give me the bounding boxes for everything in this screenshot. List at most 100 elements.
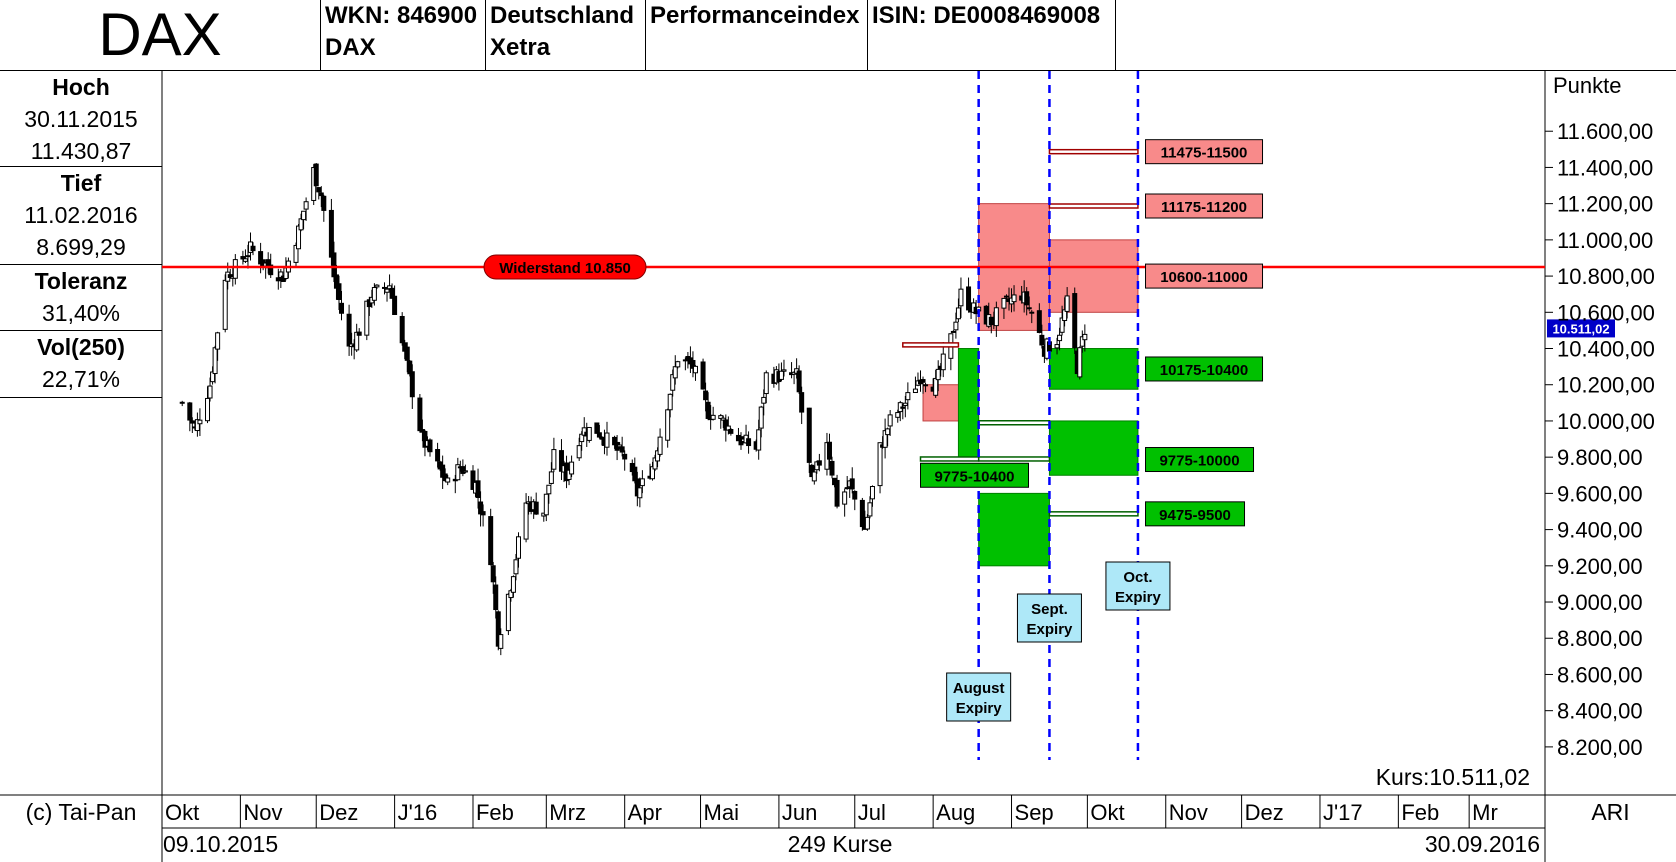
hoch-date: 30.11.2015 — [24, 106, 138, 132]
zone-label-box — [1145, 193, 1264, 219]
x-tick-label: Sep — [1015, 800, 1054, 825]
zone-label-box — [1145, 447, 1255, 473]
candle-body — [215, 332, 221, 350]
candle-body — [816, 460, 822, 466]
candle-body — [905, 392, 911, 401]
candle-body — [933, 377, 939, 396]
candle-body — [558, 450, 564, 472]
hoch-label: Hoch — [52, 74, 110, 100]
candle-body — [619, 446, 625, 453]
candle-body — [364, 300, 370, 336]
x-tick-label: Feb — [476, 800, 514, 825]
candle-body — [495, 611, 501, 647]
candle-body — [303, 201, 309, 210]
wkn-label: WKN: 846900 — [325, 2, 478, 29]
page-title: DAX — [98, 1, 222, 68]
candle-body — [346, 313, 352, 347]
candle-body — [543, 493, 549, 516]
candle-body — [1077, 347, 1083, 378]
isin-cell: ISIN: DE0008469008 — [867, 0, 1116, 70]
candle-body — [912, 388, 918, 394]
zone-label: 10175-10400 — [1160, 362, 1248, 379]
candle-body — [498, 634, 504, 649]
candle-body — [617, 444, 623, 448]
candle-body — [268, 264, 274, 276]
x-tick-label: Jul — [858, 800, 886, 825]
candle-body — [478, 501, 484, 515]
candle-body — [895, 412, 901, 418]
x-tick-label: J'16 — [398, 800, 438, 825]
candle-body — [313, 163, 319, 187]
x-tick-label: Mr — [1472, 800, 1498, 825]
candle-body — [746, 438, 752, 447]
hoch-box: Hoch 30.11.2015 11.430,87 — [0, 71, 162, 167]
tief-label: Tief — [60, 170, 102, 196]
red-level-line — [1048, 148, 1139, 155]
candle-body — [331, 252, 337, 278]
y-axis-title: Punkte — [1553, 73, 1622, 98]
candle-body — [596, 432, 602, 438]
candle-body — [232, 259, 238, 279]
y-tick-label: 8.600,00 — [1557, 662, 1643, 687]
candle-body — [189, 420, 195, 424]
candle-body — [510, 576, 516, 593]
candle-body — [523, 502, 529, 540]
expiry-box — [1016, 593, 1082, 643]
candle-body — [316, 187, 322, 193]
x-tick-label: Jun — [782, 800, 817, 825]
x-tick-label: Mai — [704, 800, 739, 825]
vol-box: Vol(250) 22,71% — [0, 331, 162, 398]
candle-body — [1011, 294, 1017, 303]
x-tick-label: Mrz — [549, 800, 586, 825]
candle-body — [655, 450, 661, 462]
index-type-label: Performanceindex — [650, 2, 860, 29]
candle-body — [354, 331, 360, 351]
green-level-line — [1048, 511, 1139, 517]
candle-body — [197, 419, 203, 425]
candle-body — [579, 433, 585, 443]
candle-body — [852, 490, 858, 500]
toleranz-box: Toleranz 31,40% — [0, 265, 162, 331]
candle-body — [435, 449, 441, 462]
indicator-label: ARI — [1591, 799, 1630, 825]
candle-body — [462, 470, 468, 473]
candle-body — [569, 461, 575, 475]
header-divider — [0, 70, 1676, 71]
candle-body — [227, 274, 233, 278]
end-date: 30.09.2016 — [1424, 831, 1540, 857]
vol-label: Vol(250) — [37, 334, 125, 360]
candle-body — [594, 422, 600, 434]
candle-body — [826, 441, 832, 460]
candle-body — [318, 192, 324, 197]
candle-body — [612, 436, 618, 446]
candle-body — [796, 370, 802, 393]
x-tick-label: Apr — [628, 800, 662, 825]
candle-body — [887, 414, 893, 427]
candle-body — [1029, 311, 1035, 314]
candle-body — [849, 478, 855, 490]
candle-body — [692, 365, 698, 374]
zone-label-box — [920, 462, 1030, 488]
y-tick-label: 9.800,00 — [1557, 445, 1643, 470]
green-zone — [957, 348, 980, 458]
candle-body — [194, 419, 200, 432]
candle-body — [859, 499, 865, 528]
expiry-label: Oct. — [1123, 569, 1152, 586]
candle-body — [667, 393, 673, 411]
country-cell: Deutschland Xetra — [485, 0, 645, 70]
candle-body — [399, 315, 405, 344]
x-tick-label: J'17 — [1323, 800, 1363, 825]
y-tick-label: 11.600,00 — [1557, 119, 1653, 144]
candle-body — [763, 372, 769, 395]
candle-body — [885, 428, 891, 436]
candle-body — [756, 429, 762, 451]
candle-body — [1039, 334, 1045, 346]
candle-body — [622, 453, 628, 460]
country-label: Deutschland — [490, 2, 635, 29]
candle-body — [1057, 334, 1063, 342]
vol-value: 22,71% — [41, 366, 120, 392]
expiry-label: Expiry — [956, 700, 1003, 717]
candle-body — [690, 359, 696, 369]
candle-body — [1079, 336, 1085, 347]
